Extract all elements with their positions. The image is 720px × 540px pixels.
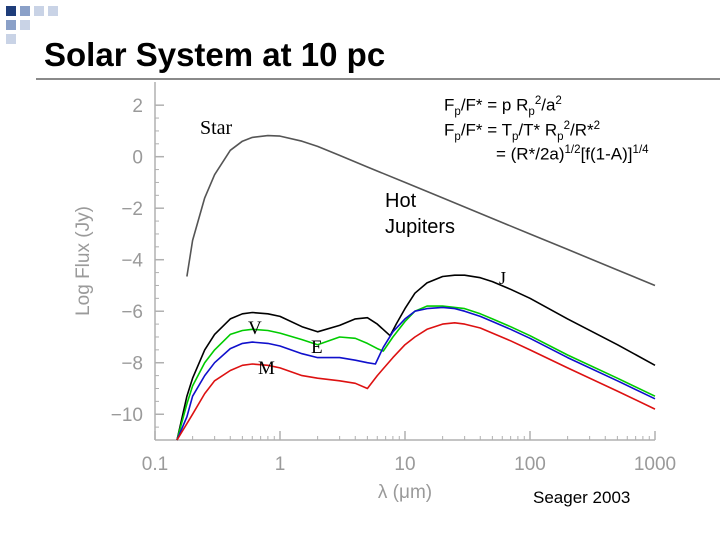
y-axis-label: Log Flux (Jy)	[73, 206, 94, 316]
series-line-e	[176, 306, 656, 441]
corner-decoration	[0, 0, 60, 48]
corner-square	[6, 34, 16, 44]
jupiter-label: J	[499, 268, 507, 288]
x-tick-label: 1000	[634, 454, 676, 475]
y-tick-label: 2	[132, 96, 143, 117]
star-label: Star	[200, 117, 233, 139]
series-line-v	[176, 305, 656, 441]
y-tick-label: −8	[121, 354, 143, 375]
hot-jupiters-label: Hot Jupiters	[385, 188, 455, 240]
x-tick-label: 10	[394, 454, 415, 475]
corner-square	[6, 6, 16, 16]
y-tick-label: −6	[121, 302, 143, 323]
series-line-star	[186, 134, 656, 287]
y-tick-label: −4	[121, 251, 143, 272]
series-line-m	[176, 321, 656, 441]
slide-title: Solar System at 10 pc	[44, 36, 386, 73]
y-tick-label: 0	[132, 148, 143, 169]
x-axis-label: λ (μm)	[378, 482, 432, 503]
mars-label: M	[258, 358, 275, 379]
y-tick-label: −2	[121, 199, 143, 220]
x-tick-label: 100	[514, 454, 546, 475]
corner-square	[6, 20, 16, 30]
axes: 2 0 −2 −4 −6 −8 −10 0.1 1 10 100 1000 λ (μm) Log Flux…	[73, 82, 676, 503]
equation-1: Fp/F* = p Rp2/a2	[444, 95, 562, 119]
series-lines	[176, 134, 656, 441]
x-tick-label: 1	[275, 454, 286, 475]
hot-jupiters-line-2: Jupiters	[385, 216, 456, 238]
hot-jupiters-line-1: Hot	[385, 190, 417, 212]
corner-square	[34, 6, 44, 16]
title-divider	[36, 78, 720, 80]
corner-square	[20, 6, 30, 16]
equation-3: = (R*/2a)1/2[f(1-A)]1/4	[496, 144, 649, 164]
earth-label: E	[311, 337, 323, 358]
series-line-j	[176, 274, 656, 441]
x-tick-label: 0.1	[142, 454, 168, 475]
y-tick-label: −10	[111, 405, 143, 426]
corner-square	[20, 20, 30, 30]
citation: Seager 2003	[533, 488, 631, 507]
corner-square	[48, 6, 58, 16]
equation-2: Fp/F* = Tp/T* Rp2/R*2	[444, 120, 601, 144]
venus-label: V	[248, 318, 262, 339]
